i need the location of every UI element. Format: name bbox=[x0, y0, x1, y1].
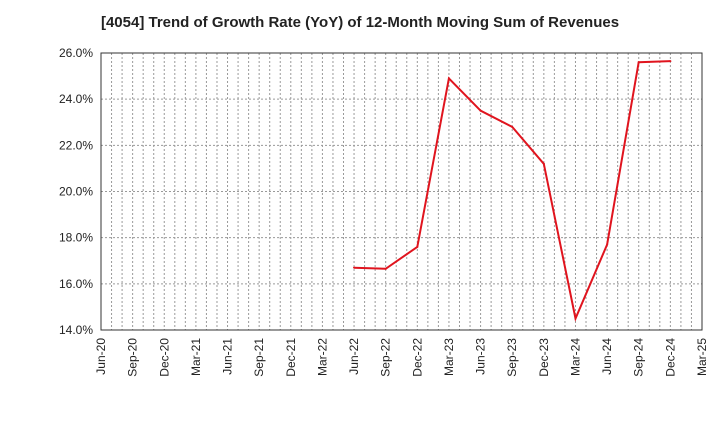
x-tick-label: Jun-20 bbox=[94, 338, 108, 375]
data-point bbox=[542, 162, 545, 165]
data-point bbox=[574, 317, 577, 320]
y-tick-label: 24.0% bbox=[59, 92, 93, 106]
data-point bbox=[511, 125, 514, 128]
x-tick-label: Sep-24 bbox=[632, 338, 646, 377]
x-tick-label: Mar-22 bbox=[315, 338, 329, 376]
x-tick-label: Mar-23 bbox=[442, 338, 456, 376]
x-tick-label: Jun-23 bbox=[474, 338, 488, 375]
chart-title: [4054] Trend of Growth Rate (YoY) of 12-… bbox=[100, 14, 620, 31]
y-tick-label: 18.0% bbox=[59, 231, 93, 245]
x-tick-label: Jun-24 bbox=[600, 338, 614, 375]
x-tick-label: Dec-23 bbox=[537, 338, 551, 377]
x-tick-label: Jun-22 bbox=[347, 338, 361, 375]
data-point bbox=[353, 266, 356, 269]
x-tick-label: Dec-24 bbox=[663, 338, 677, 377]
x-tick-label: Dec-20 bbox=[157, 338, 171, 377]
y-tick-label: 26.0% bbox=[59, 46, 93, 60]
x-tick-label: Jun-21 bbox=[221, 338, 235, 375]
x-tick-label: Dec-21 bbox=[284, 338, 298, 377]
y-tick-label: 14.0% bbox=[59, 323, 93, 337]
y-tick-label: 20.0% bbox=[59, 185, 93, 199]
data-point bbox=[384, 267, 387, 270]
x-tick-label: Sep-21 bbox=[252, 338, 266, 377]
x-tick-label: Sep-22 bbox=[379, 338, 393, 377]
x-tick-label: Dec-22 bbox=[410, 338, 424, 377]
x-tick-label: Mar-21 bbox=[189, 338, 203, 376]
y-tick-label: 16.0% bbox=[59, 277, 93, 291]
x-tick-label: Mar-25 bbox=[695, 338, 709, 376]
data-point bbox=[669, 60, 672, 63]
data-point bbox=[416, 245, 419, 248]
x-tick-label: Sep-23 bbox=[505, 338, 519, 377]
data-point bbox=[606, 243, 609, 246]
data-point bbox=[447, 77, 450, 80]
x-tick-label: Sep-20 bbox=[126, 338, 140, 377]
x-tick-label: Mar-24 bbox=[568, 338, 582, 376]
data-point bbox=[637, 61, 640, 64]
plot-frame bbox=[100, 52, 703, 331]
y-tick-label: 22.0% bbox=[59, 138, 93, 152]
data-point bbox=[479, 109, 482, 112]
